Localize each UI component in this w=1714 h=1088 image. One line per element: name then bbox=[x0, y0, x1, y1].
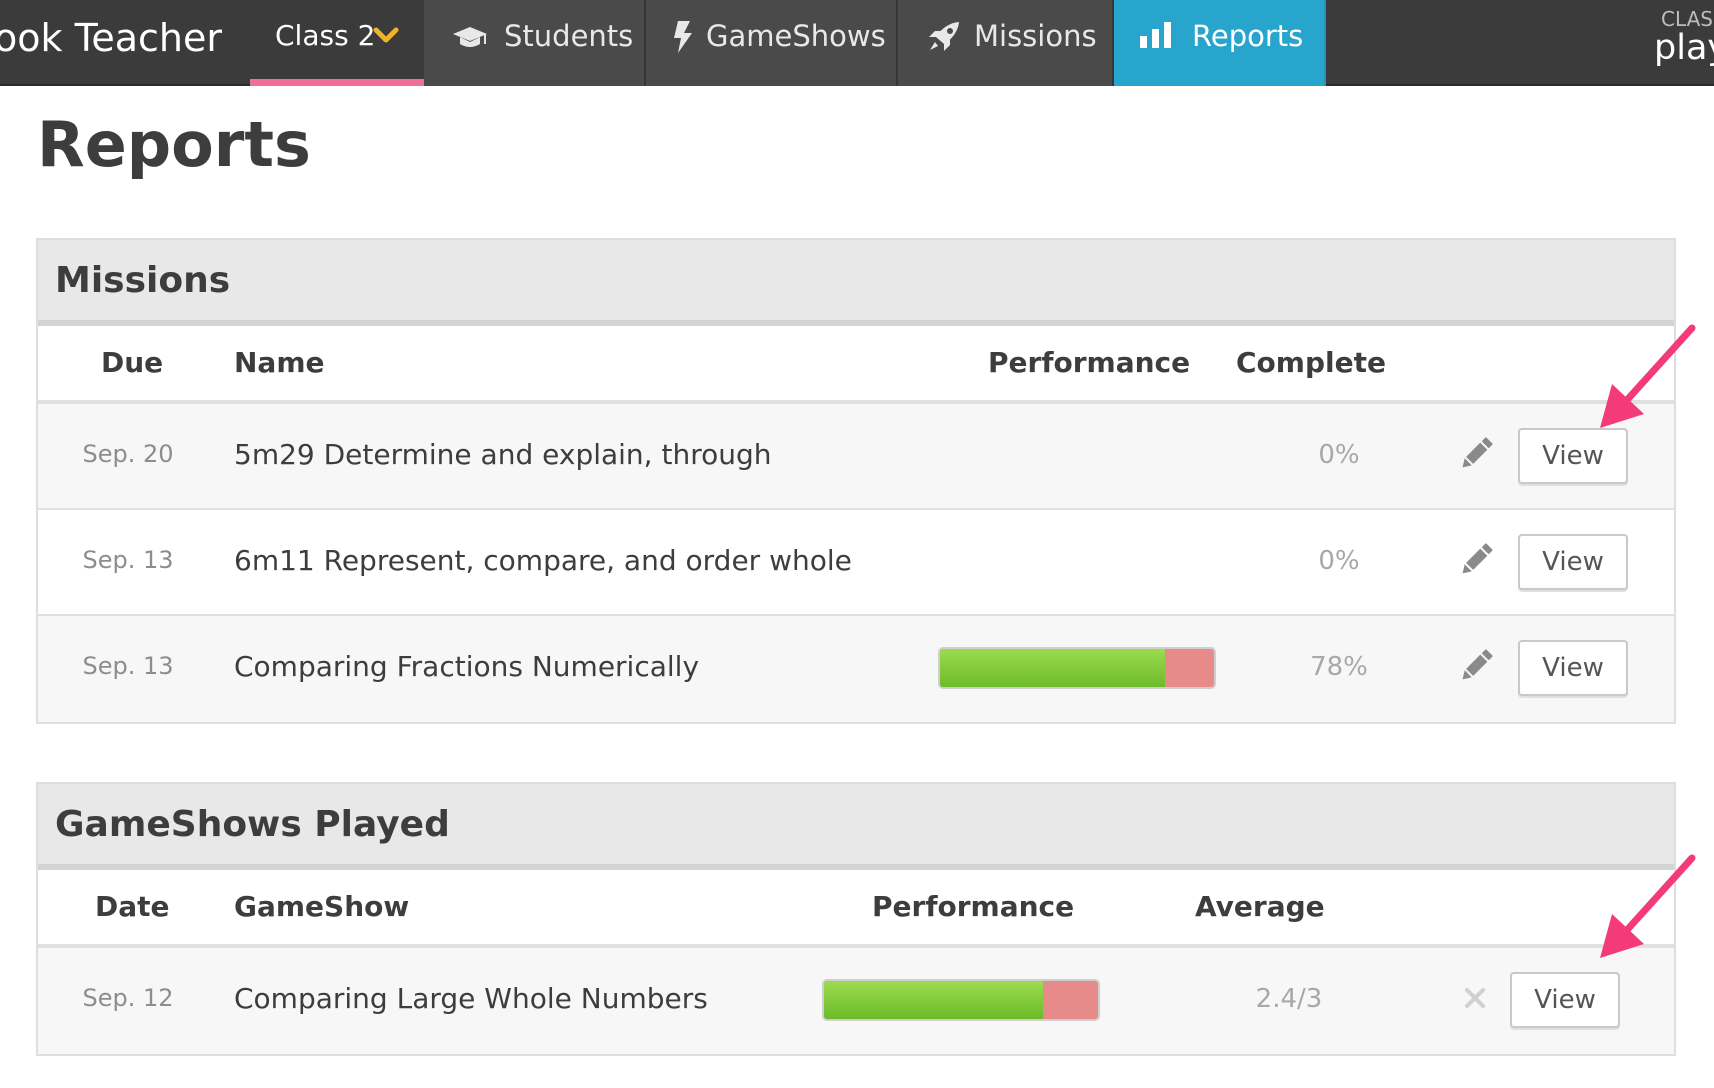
gameshows-panel-header: GameShows Played bbox=[38, 784, 1674, 870]
row-mission-name[interactable]: Comparing Fractions Numerically bbox=[234, 650, 700, 683]
class-code: CLASS play bbox=[1650, 0, 1714, 80]
rocket-icon bbox=[929, 22, 959, 51]
row-mission-name[interactable]: 6m11 Represent, compare, and order whole bbox=[234, 544, 852, 577]
missions-panel: Missions Due Name Performance Complete S… bbox=[36, 238, 1676, 724]
column-performance: Performance bbox=[988, 346, 1191, 379]
close-icon[interactable] bbox=[1463, 986, 1487, 1010]
tab-students[interactable]: Students bbox=[424, 0, 646, 86]
column-complete: Complete bbox=[1236, 346, 1386, 379]
class-selector-label: Class 2 bbox=[275, 19, 376, 52]
gameshows-panel-title: GameShows Played bbox=[55, 804, 450, 845]
view-button[interactable]: View bbox=[1510, 972, 1620, 1028]
column-gameshow: GameShow bbox=[234, 890, 410, 923]
view-button[interactable]: View bbox=[1518, 534, 1628, 590]
chevron-down-icon bbox=[373, 27, 399, 43]
row-gameshow-name[interactable]: Comparing Large Whole Numbers bbox=[234, 982, 708, 1015]
column-performance: Performance bbox=[872, 890, 1075, 923]
column-average: Average bbox=[1195, 890, 1325, 923]
missions-panel-title: Missions bbox=[55, 260, 231, 301]
view-button[interactable]: View bbox=[1518, 640, 1628, 696]
annotation-arrow-icon bbox=[1600, 324, 1696, 428]
row-mission-name[interactable]: 5m29 Determine and explain, through bbox=[234, 438, 772, 471]
pencil-icon[interactable] bbox=[1456, 540, 1496, 580]
missions-table-header: Due Name Performance Complete bbox=[38, 326, 1674, 404]
tab-label: GameShows bbox=[706, 19, 886, 53]
row-complete-percent: 0% bbox=[1318, 546, 1360, 576]
class-code-caption: CLASS bbox=[1661, 7, 1714, 31]
table-row: Sep. 12 Comparing Large Whole Numbers 2.… bbox=[38, 948, 1674, 1054]
row-due-date: Sep. 20 bbox=[82, 440, 174, 468]
pencil-icon[interactable] bbox=[1456, 646, 1496, 686]
tab-label: Students bbox=[504, 19, 634, 53]
tab-reports[interactable]: Reports bbox=[1114, 0, 1326, 86]
missions-panel-header: Missions bbox=[38, 240, 1674, 326]
row-average: 2.4/3 bbox=[1255, 984, 1323, 1014]
table-row: Sep. 20 5m29 Determine and explain, thro… bbox=[38, 404, 1674, 510]
column-due: Due bbox=[101, 346, 164, 379]
column-name: Name bbox=[234, 346, 325, 379]
gameshows-table-header: Date GameShow Performance Average bbox=[38, 870, 1674, 948]
gameshows-panel: GameShows Played Date GameShow Performan… bbox=[36, 782, 1676, 1056]
class-selector-underline bbox=[250, 79, 424, 86]
tab-gameshows[interactable]: GameShows bbox=[646, 0, 898, 86]
tab-label: Missions bbox=[974, 19, 1097, 53]
performance-bar-fill bbox=[824, 981, 1044, 1019]
tab-label: Reports bbox=[1192, 19, 1304, 53]
brand-name: hook Teacher bbox=[0, 16, 222, 60]
pencil-icon[interactable] bbox=[1456, 434, 1496, 474]
row-complete-percent: 78% bbox=[1310, 652, 1368, 682]
graduation-cap-icon bbox=[453, 27, 487, 47]
lightning-icon bbox=[674, 21, 692, 53]
performance-bar-fill bbox=[940, 649, 1165, 687]
row-due-date: Sep. 13 bbox=[82, 546, 174, 574]
table-row: Sep. 13 6m11 Represent, compare, and ord… bbox=[38, 510, 1674, 616]
page-title: Reports bbox=[37, 108, 311, 181]
column-date: Date bbox=[95, 890, 170, 923]
performance-bar bbox=[822, 979, 1100, 1021]
view-button[interactable]: View bbox=[1518, 428, 1628, 484]
brand-logo[interactable]: hook Teacher bbox=[0, 0, 250, 80]
class-code-value: play bbox=[1654, 28, 1714, 68]
performance-bar bbox=[938, 647, 1216, 689]
row-date: Sep. 12 bbox=[82, 984, 174, 1012]
table-row: Sep. 13 Comparing Fractions Numerically … bbox=[38, 616, 1674, 722]
annotation-arrow-icon bbox=[1600, 854, 1696, 958]
bar-chart-icon bbox=[1140, 22, 1171, 48]
class-selector[interactable]: Class 2 bbox=[250, 0, 424, 86]
row-complete-percent: 0% bbox=[1318, 440, 1360, 470]
top-nav: hook Teacher Class 2 Students GameShows … bbox=[0, 0, 1714, 86]
row-due-date: Sep. 13 bbox=[82, 652, 174, 680]
tab-missions[interactable]: Missions bbox=[898, 0, 1114, 86]
